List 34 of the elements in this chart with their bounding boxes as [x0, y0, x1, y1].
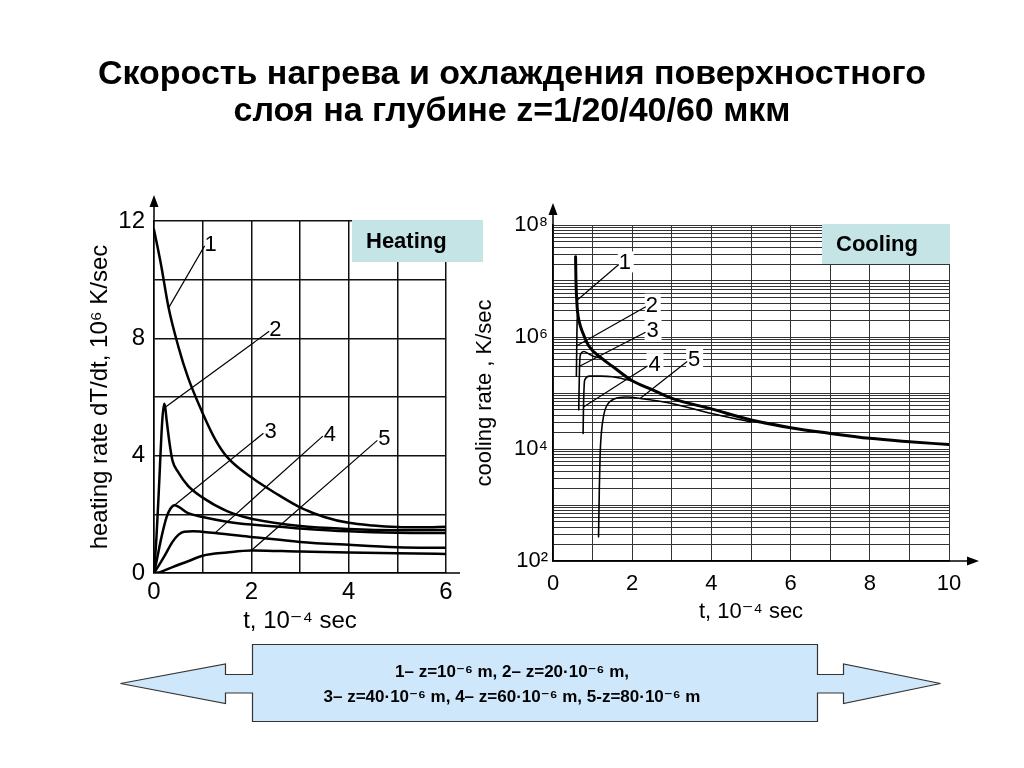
- y-tick-label: 10⁴: [514, 435, 548, 461]
- text: 2: [645, 291, 659, 317]
- x-tick-label: 4: [341, 577, 356, 605]
- chart-title: Скорость нагрева и охлаждения поверхностного слоя на глубине z=1/20/40/60 мкм: [96, 53, 928, 128]
- series-label: 4: [648, 351, 661, 377]
- x-tick-label: 2: [626, 570, 639, 596]
- x-tick-label: 4: [705, 570, 718, 596]
- x-tick-label: 6: [784, 570, 797, 596]
- text: 3: [646, 317, 659, 343]
- text: 3– z=40·10⁻⁶ m, 4– z=60·10⁻⁶ m, 5-z=80·10⁻⁶ m: [322, 686, 702, 708]
- x-tick-label: 10: [936, 570, 962, 596]
- x-axis-title: t, 10⁻⁴ sec: [243, 606, 357, 634]
- series-label: 5: [688, 346, 701, 372]
- y-tick-label: 12: [118, 205, 145, 233]
- y-tick-label: 10⁶: [514, 323, 548, 349]
- text: 1– z=10⁻⁶ m, 2– z=20·10⁻⁶ m,: [394, 661, 630, 683]
- text: 4: [323, 421, 337, 447]
- x-axis-title: t, 10⁻⁴ sec: [698, 597, 804, 623]
- chart-subtitle: Heating: [352, 220, 483, 262]
- text: 5: [378, 425, 391, 451]
- y-tick-label: 10⁸: [514, 211, 548, 237]
- x-tick-label: 6: [439, 577, 453, 605]
- text: 3: [264, 418, 277, 444]
- y-axis-title: cooling rate , K/sec: [471, 299, 497, 487]
- text: 1: [204, 230, 217, 256]
- series-label: 1: [618, 249, 632, 275]
- x-tick-label: 2: [244, 577, 259, 605]
- x-tick-label: 8: [863, 570, 876, 596]
- text: 2: [269, 316, 282, 342]
- chart-subtitle: Cooling: [822, 224, 950, 264]
- y-tick-label: 8: [131, 322, 145, 350]
- y-tick-label: 10²: [516, 547, 548, 573]
- y-axis-title: heating rate dT/dt, 10⁶ K/sec: [85, 244, 113, 550]
- y-tick-label: 4: [131, 440, 145, 468]
